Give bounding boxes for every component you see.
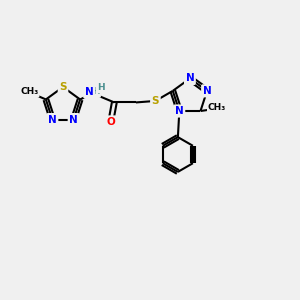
- Text: N: N: [203, 86, 212, 96]
- Text: CH₃: CH₃: [208, 103, 226, 112]
- Text: O: O: [106, 117, 115, 127]
- Text: N: N: [185, 74, 194, 83]
- Text: H: H: [97, 83, 105, 92]
- Text: CH₃: CH₃: [20, 87, 38, 96]
- Text: S: S: [152, 96, 159, 106]
- Text: N: N: [175, 106, 184, 116]
- Text: S: S: [59, 82, 67, 92]
- Text: N: N: [85, 87, 94, 97]
- Text: N: N: [69, 115, 78, 124]
- Text: N: N: [48, 115, 57, 124]
- Text: H: H: [92, 87, 100, 96]
